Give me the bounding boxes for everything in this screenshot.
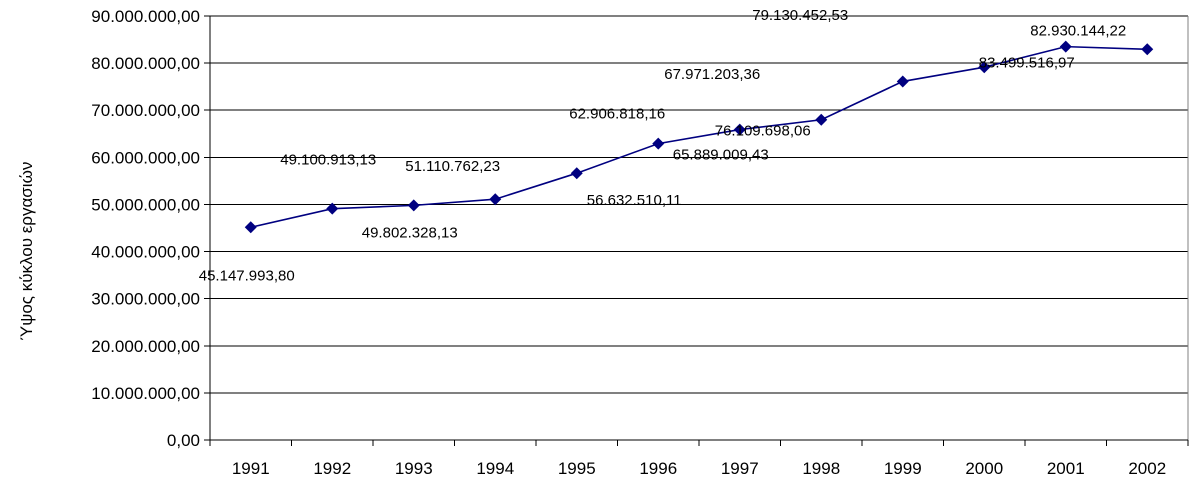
x-tick-label: 2002 xyxy=(1128,459,1166,478)
data-point-marker xyxy=(1141,43,1154,56)
y-tick-label: 60.000.000,00 xyxy=(91,148,200,167)
data-point-marker xyxy=(1059,40,1072,53)
data-point-marker xyxy=(326,202,339,215)
y-tick-label: 0,00 xyxy=(167,431,200,450)
data-label: 56.632.510,11 xyxy=(587,192,682,209)
data-label: 45.147.993,80 xyxy=(199,267,295,284)
x-tick-label: 1998 xyxy=(802,459,840,478)
series-line xyxy=(250,45,1148,229)
y-tick-label: 10.000.000,00 xyxy=(91,384,200,403)
x-tick-label: 2000 xyxy=(965,459,1003,478)
data-label: 62.906.818,16 xyxy=(569,106,665,123)
x-tick-label: 1997 xyxy=(721,459,759,478)
data-label: 49.100.913,13 xyxy=(280,152,376,169)
data-point-marker xyxy=(489,193,502,206)
data-point-marker xyxy=(815,113,828,126)
data-label: 67.971.203,36 xyxy=(664,66,760,83)
x-tick-label: 1999 xyxy=(884,459,922,478)
x-tick-label: 1991 xyxy=(232,459,270,478)
x-tick-label: 1996 xyxy=(639,459,677,478)
axes: 0,00 10.000.000,00 20.000.000,00 30.000.000… xyxy=(91,7,1189,478)
data-point-marker xyxy=(570,167,583,180)
y-tick-label: 20.000.000,00 xyxy=(91,337,200,356)
y-tick-label: 80.000.000,00 xyxy=(91,54,200,73)
data-point-marker xyxy=(244,221,257,234)
y-tick-label: 40.000.000,00 xyxy=(91,243,200,262)
data-label: 82.930.144,22 xyxy=(1030,22,1126,39)
data-label: 79.130.452,53 xyxy=(752,7,848,24)
data-label: 76.109.698,06 xyxy=(715,122,811,139)
data-point-marker xyxy=(407,199,420,212)
y-tick-label: 90.000.000,00 xyxy=(91,7,200,26)
y-axis-title: Ύψος κύκλου εργασιών xyxy=(17,162,36,341)
data-point-marker xyxy=(896,75,909,88)
x-tick-label: 1995 xyxy=(558,459,596,478)
gridlines xyxy=(210,15,1189,440)
x-tick-label: 1992 xyxy=(313,459,351,478)
data-point-marker xyxy=(652,137,665,150)
data-point-marker xyxy=(733,123,746,136)
y-tick-label: 70.000.000,00 xyxy=(91,101,200,120)
y-tick-label: 50.000.000,00 xyxy=(91,195,200,214)
data-label: 65.889.009,43 xyxy=(673,147,769,164)
x-tick-label: 2001 xyxy=(1047,459,1085,478)
data-label: 83.499.516,97 xyxy=(979,55,1075,72)
data-point-marker xyxy=(978,61,991,74)
series-layer xyxy=(244,40,1154,234)
x-tick-label: 1994 xyxy=(476,459,514,478)
x-tick-label: 1993 xyxy=(395,459,433,478)
data-label: 51.110.762,23 xyxy=(405,158,500,175)
data-label: 49.802.328,13 xyxy=(362,224,458,241)
y-tick-label: 30.000.000,00 xyxy=(91,290,200,309)
data-labels: 45.147.993,80 49.100.913,13 49.802.328,13 5… xyxy=(199,7,1126,284)
